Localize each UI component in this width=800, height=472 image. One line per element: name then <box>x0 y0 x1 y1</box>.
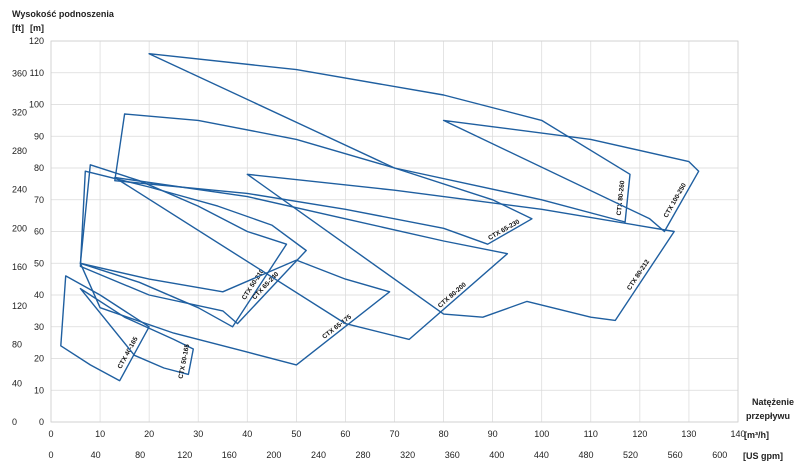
x-tick-label-gpm: 600 <box>712 450 727 460</box>
y-tick-label-m: 20 <box>34 354 44 364</box>
pump-envelope-ctx-80-200 <box>114 176 509 341</box>
y-tick-label-m: 50 <box>34 258 44 268</box>
x-tick-label-gpm: 440 <box>534 450 549 460</box>
grid <box>50 40 739 423</box>
x-tick-label-gpm: 40 <box>91 450 101 460</box>
x-tick-label-m3h: 100 <box>534 429 549 439</box>
x-tick-label-gpm: 280 <box>356 450 371 460</box>
pump-envelope-ctx-80-260 <box>148 53 631 223</box>
y-tick-label-ft: 360 <box>12 69 27 79</box>
x-tick-label-gpm: 200 <box>266 450 281 460</box>
y-tick-label-ft: 0 <box>12 417 17 427</box>
x-tick-label-gpm: 400 <box>489 450 504 460</box>
x-tick-label-m3h: 40 <box>242 429 252 439</box>
y-tick-label-m: 120 <box>29 36 44 46</box>
x-tick-label-m3h: 80 <box>439 429 449 439</box>
y-tick-label-ft: 40 <box>12 378 22 388</box>
x-tick-label-gpm: 80 <box>135 450 145 460</box>
pump-envelope-ctx-40-165 <box>60 275 150 382</box>
y-tick-label-m: 100 <box>29 100 44 110</box>
y-axis-unit-m: [m] <box>30 23 44 33</box>
y-tick-label-m: 0 <box>39 417 44 427</box>
x-tick-label-gpm: 0 <box>48 450 53 460</box>
pump-envelope-ctx-65-230 <box>114 113 533 245</box>
y-tick-label-m: 60 <box>34 227 44 237</box>
x-tick-label-m3h: 110 <box>584 429 598 439</box>
y-axis-title: Wysokość podnoszenia <box>12 9 115 19</box>
y-tick-label-m: 80 <box>34 163 44 173</box>
pump-envelope-ctx-80-212 <box>246 173 675 322</box>
x-tick-label-m3h: 0 <box>48 429 53 439</box>
x-tick-label-m3h: 10 <box>95 429 105 439</box>
x-axis-title-line1: Natężenie <box>752 397 794 407</box>
x-tick-label-m3h: 30 <box>193 429 203 439</box>
y-tick-label-ft: 240 <box>12 185 27 195</box>
y-tick-label-ft: 80 <box>12 340 22 350</box>
y-tick-label-m: 90 <box>34 131 44 141</box>
y-tick-label-m: 40 <box>34 290 44 300</box>
x-tick-label-m3h: 50 <box>291 429 301 439</box>
x-tick-label-m3h: 70 <box>389 429 399 439</box>
x-tick-label-m3h: 60 <box>340 429 350 439</box>
y-tick-label-ft: 320 <box>12 107 27 117</box>
y-tick-label-m: 30 <box>34 322 44 332</box>
y-axis-unit-ft: [ft] <box>12 23 24 33</box>
y-tick-label-ft: 200 <box>12 223 27 233</box>
y-tick-label-ft: 280 <box>12 146 27 156</box>
x-tick-label-gpm: 120 <box>177 450 192 460</box>
axis-ticks: 0 10 20 30 40 50 60 70 80 90 100 110 120 130 140 0 10 20 3… <box>12 36 746 460</box>
x-tick-label-gpm: 560 <box>668 450 683 460</box>
x-tick-label-gpm: 480 <box>578 450 593 460</box>
x-tick-label-m3h: 90 <box>488 429 498 439</box>
plot-frame <box>50 40 739 423</box>
pump-envelope-ctx-50-165 <box>79 287 194 376</box>
x-tick-label-gpm: 520 <box>623 450 638 460</box>
x-tick-label-gpm: 360 <box>445 450 460 460</box>
x-tick-label-gpm: 160 <box>222 450 237 460</box>
pump-envelope-ctx-65-240 <box>79 170 307 325</box>
x-axis-unit-m3h: [m³/h] <box>744 430 769 440</box>
y-tick-label-ft: 160 <box>12 262 27 272</box>
y-tick-label-ft: 120 <box>12 301 27 311</box>
x-tick-label-m3h: 140 <box>730 429 745 439</box>
y-tick-label-m: 110 <box>30 68 44 78</box>
pump-envelope-ctx-100-250 <box>442 119 700 233</box>
pump-envelope-ctx-65-175 <box>79 259 391 366</box>
y-tick-label-m: 70 <box>34 195 44 205</box>
x-tick-label-m3h: 130 <box>681 429 696 439</box>
pump-label: CTX 65-230 <box>487 218 521 242</box>
pump-envelope-ctx-50-210 <box>79 164 288 328</box>
x-tick-label-m3h: 20 <box>144 429 154 439</box>
pump-label: CTX 80-260 <box>616 180 627 216</box>
x-tick-label-gpm: 240 <box>311 450 326 460</box>
y-tick-label-m: 10 <box>34 385 44 395</box>
x-axis-title-line2: przepływu <box>746 411 790 421</box>
x-axis-unit-gpm: [US gpm] <box>743 451 783 461</box>
x-tick-label-gpm: 320 <box>400 450 415 460</box>
x-tick-label-m3h: 120 <box>632 429 647 439</box>
